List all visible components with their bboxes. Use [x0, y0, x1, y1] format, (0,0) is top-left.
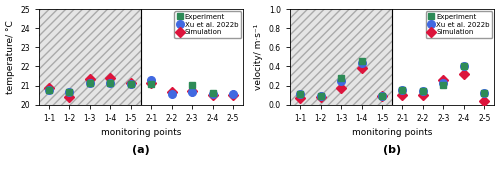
Text: (a): (a)	[132, 145, 150, 155]
Experiment	[189, 84, 195, 86]
Xu et al. 2022b	[189, 91, 195, 93]
Simulation	[400, 94, 406, 96]
Xu et al. 2022b	[168, 93, 174, 95]
Line: Experiment: Experiment	[46, 80, 215, 96]
Bar	[290, 9, 392, 105]
Text: (b): (b)	[383, 145, 402, 155]
Experiment	[358, 60, 364, 62]
Experiment	[481, 92, 487, 94]
Xu et al. 2022b	[318, 95, 324, 97]
Experiment	[128, 83, 134, 85]
Experiment	[461, 64, 467, 67]
Simulation	[210, 94, 216, 96]
Experiment	[440, 84, 446, 86]
Simulation	[420, 94, 426, 96]
Xu et al. 2022b	[230, 93, 236, 95]
Simulation	[230, 94, 236, 96]
Bar	[290, 9, 392, 105]
Xu et al. 2022b	[210, 93, 216, 95]
Simulation	[318, 96, 324, 98]
Xu et al. 2022b	[461, 65, 467, 68]
Xu et al. 2022b	[148, 79, 154, 81]
Bar	[39, 9, 141, 105]
Bar	[39, 9, 141, 105]
Simulation	[338, 86, 344, 89]
Simulation	[108, 77, 114, 79]
Experiment	[66, 91, 72, 93]
Y-axis label: temperature/ °C: temperature/ °C	[6, 20, 15, 94]
X-axis label: monitoring points: monitoring points	[352, 128, 432, 137]
Simulation	[128, 82, 134, 84]
Simulation	[87, 78, 93, 81]
X-axis label: monitoring points: monitoring points	[101, 128, 181, 137]
Line: Xu et al. 2022b: Xu et al. 2022b	[45, 76, 237, 98]
Simulation	[168, 91, 174, 94]
Xu et al. 2022b	[400, 89, 406, 92]
Legend: Experiment, Xu et al. 2022b, Simulation: Experiment, Xu et al. 2022b, Simulation	[174, 11, 241, 38]
Simulation	[379, 95, 385, 97]
Experiment	[108, 82, 114, 84]
Xu et al. 2022b	[338, 80, 344, 82]
Experiment	[46, 89, 52, 92]
Experiment	[210, 92, 216, 94]
Xu et al. 2022b	[108, 82, 114, 84]
Experiment	[420, 90, 426, 93]
Simulation	[358, 67, 364, 70]
Simulation	[148, 82, 154, 84]
Simulation	[46, 87, 52, 89]
Simulation	[461, 73, 467, 75]
Simulation	[66, 96, 72, 98]
Xu et al. 2022b	[128, 83, 134, 85]
Xu et al. 2022b	[297, 93, 303, 95]
Experiment	[318, 95, 324, 97]
Xu et al. 2022b	[87, 82, 93, 84]
Simulation	[189, 90, 195, 92]
Simulation	[481, 100, 487, 102]
Line: Simulation: Simulation	[45, 74, 237, 101]
Experiment	[379, 95, 385, 97]
Experiment	[338, 77, 344, 79]
Xu et al. 2022b	[358, 61, 364, 64]
Legend: Experiment, Xu et al. 2022b, Simulation: Experiment, Xu et al. 2022b, Simulation	[426, 11, 492, 38]
Xu et al. 2022b	[481, 92, 487, 94]
Xu et al. 2022b	[66, 91, 72, 93]
Xu et al. 2022b	[420, 90, 426, 93]
Line: Xu et al. 2022b: Xu et al. 2022b	[296, 59, 488, 100]
Simulation	[297, 97, 303, 99]
Line: Experiment: Experiment	[297, 58, 488, 99]
Experiment	[148, 83, 154, 85]
Xu et al. 2022b	[379, 95, 385, 97]
Y-axis label: velocity/ m·s⁻¹: velocity/ m·s⁻¹	[254, 24, 264, 90]
Xu et al. 2022b	[440, 82, 446, 84]
Experiment	[87, 82, 93, 84]
Xu et al. 2022b	[46, 89, 52, 92]
Line: Simulation: Simulation	[296, 65, 488, 105]
Simulation	[440, 79, 446, 81]
Experiment	[400, 89, 406, 92]
Experiment	[297, 93, 303, 95]
